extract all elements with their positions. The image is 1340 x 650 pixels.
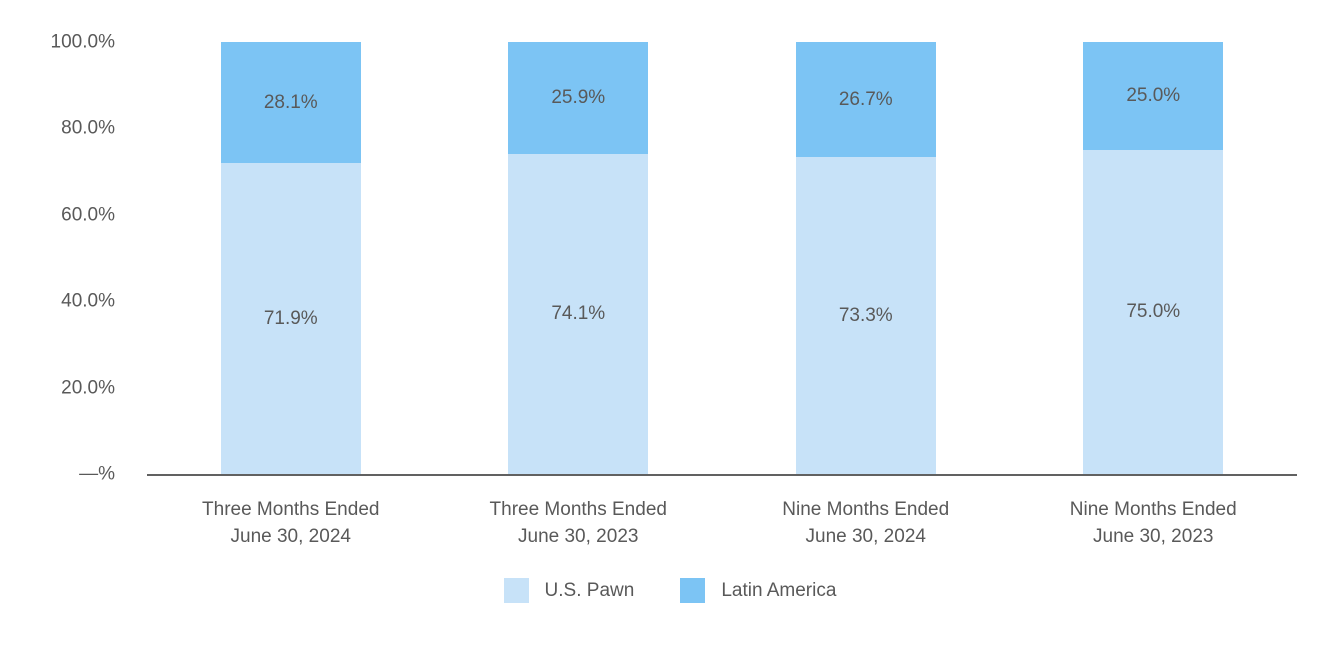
stacked-bar: 26.7% 73.3% xyxy=(795,42,936,474)
legend-swatch xyxy=(503,578,529,603)
plot-area: —% 20.0% 40.0% 60.0% 80.0% 100.0% 28.1% 71.9% 2… xyxy=(51,33,1297,547)
bar-segment-u-s-pawn: 71.9% xyxy=(220,163,361,474)
bar-slot: 26.7% 73.3% xyxy=(722,42,1010,474)
y-tick-label: 80.0% xyxy=(61,117,115,139)
bar-slot: 25.0% 75.0% xyxy=(1010,42,1298,474)
legend: U.S. Pawn Latin America xyxy=(0,578,1340,603)
bar-segment-value-label: 26.7% xyxy=(838,88,893,110)
legend-label: U.S. Pawn xyxy=(544,579,635,601)
y-tick-label: 20.0% xyxy=(61,377,115,399)
bar-segment-u-s-pawn: 73.3% xyxy=(795,157,936,474)
bar-segment-u-s-pawn: 75.0% xyxy=(1083,150,1224,474)
legend-swatch xyxy=(680,578,706,603)
bars-container: 28.1% 71.9% 25.9% 74.1% 26.7% 73.3% 25.0% 75.0% xyxy=(147,42,1297,474)
bar-segment-latin-america: 28.1% xyxy=(220,42,361,164)
bar-segment-value-label: 74.1% xyxy=(551,302,606,324)
y-tick-label: 60.0% xyxy=(61,204,115,226)
bar-segment-u-s-pawn: 74.1% xyxy=(508,153,649,474)
bar-segment-value-label: 25.9% xyxy=(551,86,606,108)
legend-item-u-s-pawn: U.S. Pawn xyxy=(503,578,635,603)
bar-segment-value-label: 28.1% xyxy=(263,91,318,113)
y-tick-label: —% xyxy=(79,463,115,485)
legend-item-latin-america: Latin America xyxy=(680,578,836,603)
bar-segment-value-label: 73.3% xyxy=(838,304,893,326)
stacked-bar: 28.1% 71.9% xyxy=(220,42,361,474)
bar-slot: 25.9% 74.1% xyxy=(435,42,723,474)
bar-slot: 28.1% 71.9% xyxy=(147,42,435,474)
y-tick-label: 40.0% xyxy=(61,290,115,312)
bar-segment-latin-america: 26.7% xyxy=(795,42,936,158)
y-tick-label: 100.0% xyxy=(50,31,115,53)
bar-segment-value-label: 25.0% xyxy=(1126,85,1181,106)
legend-label: Latin America xyxy=(721,579,837,601)
y-axis: —% 20.0% 40.0% 60.0% 80.0% 100.0% xyxy=(51,33,1297,484)
bar-segment-value-label: 75.0% xyxy=(1126,301,1181,322)
x-axis-category-label: Nine Months Ended June 30, 2023 xyxy=(1069,499,1237,547)
bar-segment-value-label: 71.9% xyxy=(263,307,318,329)
stacked-bar: 25.9% 74.1% xyxy=(508,42,649,474)
bar-segment-latin-america: 25.9% xyxy=(508,42,649,154)
stacked-bar: 25.0% 75.0% xyxy=(1083,42,1224,474)
x-axis-category-label: Three Months Ended June 30, 2023 xyxy=(489,499,667,547)
x-axis-category-label: Three Months Ended June 30, 2024 xyxy=(202,499,380,547)
x-axis-labels: Three Months Ended June 30, 2024 Three Mo… xyxy=(147,496,1297,550)
x-axis-category-label: Nine Months Ended June 30, 2024 xyxy=(782,499,950,547)
bar-segment-latin-america: 25.0% xyxy=(1083,42,1224,150)
